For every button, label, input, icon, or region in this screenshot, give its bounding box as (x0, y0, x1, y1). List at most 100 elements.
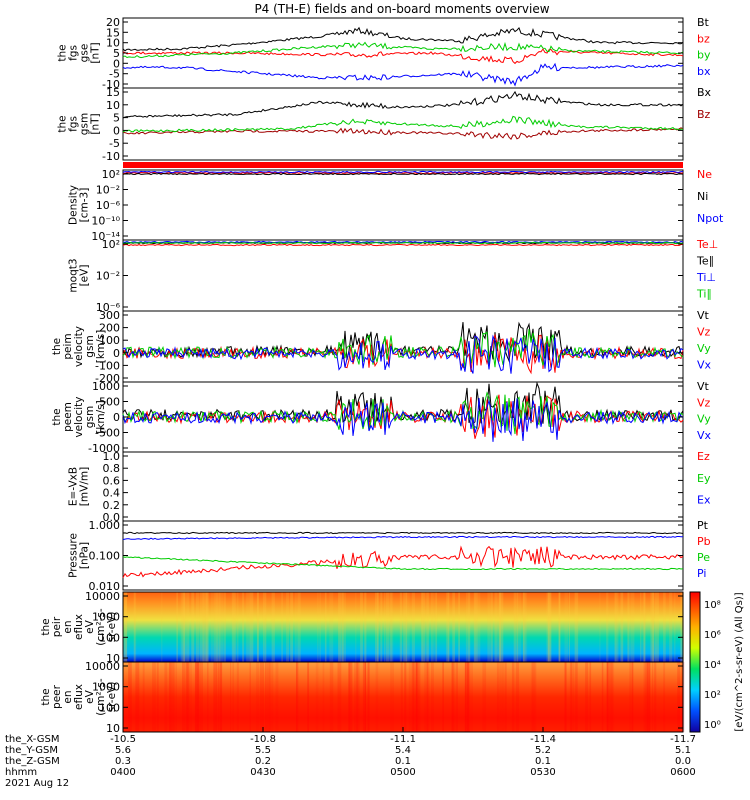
spectrogram-stripe (242, 592, 244, 662)
y-tick-label: 0.4 (103, 487, 121, 500)
spectrogram-stripe (606, 662, 611, 732)
spectrogram-stripe (474, 592, 477, 662)
spectrogram-stripe (644, 592, 646, 662)
spectrogram-stripe (482, 662, 487, 732)
spectrogram-stripe (184, 662, 188, 732)
spectrogram-stripe (458, 592, 460, 662)
spectrogram-stripe (142, 662, 145, 732)
spectrogram-stripe (654, 662, 657, 732)
spectrogram-stripe (519, 592, 522, 662)
y-axis-label-line: peer (51, 684, 63, 709)
series-line (122, 90, 684, 119)
series-line (122, 329, 684, 368)
y-axis-label-line: eV (84, 689, 96, 703)
legend-entry: Vt (697, 380, 710, 393)
spectrogram-stripe (186, 662, 190, 732)
y-axis-label-line: velocity (73, 326, 85, 367)
spectrogram-stripe (356, 662, 358, 732)
y-axis-label-line: gse (79, 44, 91, 63)
x-row-label: the_X-GSM (5, 734, 59, 745)
y-axis-label-line: en (62, 690, 74, 703)
spectrogram-stripe (232, 662, 234, 732)
y-axis-label-line: the (51, 338, 63, 355)
spectrogram-stripe (599, 592, 601, 662)
spectrogram-stripe (213, 662, 216, 732)
y-tick-label: 10 (106, 652, 120, 665)
spectrogram-stripe (168, 662, 172, 732)
y-axis-label-line: the (51, 408, 63, 425)
spectrogram-stripe (532, 662, 537, 732)
spectrogram-stripe (421, 592, 425, 662)
y-tick-label: 10⁻⁶ (96, 301, 121, 314)
spectrogram-stripe (135, 662, 140, 732)
spectrogram-stripe (644, 662, 648, 732)
spectrogram-stripe (169, 662, 171, 732)
spectrogram-stripe (349, 662, 353, 732)
y-tick-label: 10000 (85, 590, 120, 603)
spectrogram-stripe (501, 662, 504, 732)
spectrogram-stripe (156, 662, 159, 732)
x-row-label: the_Y-GSM (5, 745, 58, 756)
y-tick-label: 0 (113, 411, 120, 424)
panel-6: 1000 500 0 -500 -1000 the peem velocity gsm [km/s… (51, 380, 712, 455)
spectrogram-stripe (548, 592, 552, 662)
y-tick-label: 0.8 (103, 462, 121, 475)
spectrogram-stripe (424, 662, 426, 732)
spectrogram-stripe (610, 662, 613, 732)
spectrogram-stripe (216, 592, 221, 662)
series-line (122, 127, 684, 141)
spectrogram-stripe (128, 662, 132, 732)
spectrogram-stripe (124, 592, 127, 662)
spectrogram-stripe (412, 662, 414, 732)
spectrogram-stripe (190, 662, 192, 732)
y-axis-label-line: [eV] (79, 265, 91, 287)
spectrogram-stripe (464, 662, 467, 732)
spectrogram-stripe (390, 592, 394, 662)
series-line (122, 334, 684, 374)
y-axis-label-line: [nT] (90, 42, 102, 63)
spectrogram-stripe (411, 592, 415, 662)
x-tick-label: 0.0 (675, 756, 691, 767)
spectrogram-stripe (271, 592, 275, 662)
y-axis-label-line: peim (62, 333, 74, 359)
x-tick-label: 0600 (670, 767, 695, 778)
spectrogram-stripe (558, 592, 561, 662)
spectrogram-stripe (364, 662, 367, 732)
y-tick-label: 300 (99, 309, 120, 322)
y-axis-label-line: gsm (84, 406, 96, 428)
spectrogram-stripe (663, 662, 666, 732)
series-line (122, 545, 684, 578)
x-row-label: hhmm (5, 767, 37, 778)
spectrogram-stripe (442, 662, 444, 732)
spectrogram (123, 592, 683, 662)
panel-8: 1.000 0.100 0.010 Pressure [nPa] Pt Pb Pe Pi (68, 519, 711, 593)
y-tick-label: 10⁻⁶ (96, 199, 121, 212)
spectrogram-stripe (629, 662, 633, 732)
y-tick-label: 10⁻¹⁴ (91, 230, 120, 243)
y-axis-label-line: eV (84, 619, 96, 633)
y-tick-label: -200 (95, 372, 120, 385)
legend-entry: Te⊥ (696, 238, 718, 251)
spectrogram-stripe (290, 592, 293, 662)
spectrogram-stripe (307, 662, 310, 732)
spectrogram-stripe (648, 662, 651, 732)
y-tick-label: 20 (106, 16, 120, 29)
spectrogram-stripe (133, 592, 136, 662)
spectrogram-stripe (415, 662, 419, 732)
x-row-label: the_Z-GSM (5, 756, 60, 767)
spectrogram-stripe (207, 662, 209, 732)
x-tick-label: -11.7 (670, 734, 696, 745)
spectrogram-stripe (477, 592, 481, 662)
y-axis-label-line: peem (62, 402, 74, 432)
y-axis-label-line: sr-eV) (106, 612, 118, 643)
spectrogram-stripe (237, 592, 239, 662)
spectrogram-stripe (257, 592, 259, 662)
spectrogram-stripe (575, 662, 578, 732)
spectrogram-stripe (496, 662, 500, 732)
y-axis-label-line: the (57, 115, 69, 132)
spectrogram-stripe (182, 592, 186, 662)
spectrogram-stripe (423, 592, 426, 662)
series-line (122, 115, 683, 133)
colorbar-scale (689, 591, 701, 733)
